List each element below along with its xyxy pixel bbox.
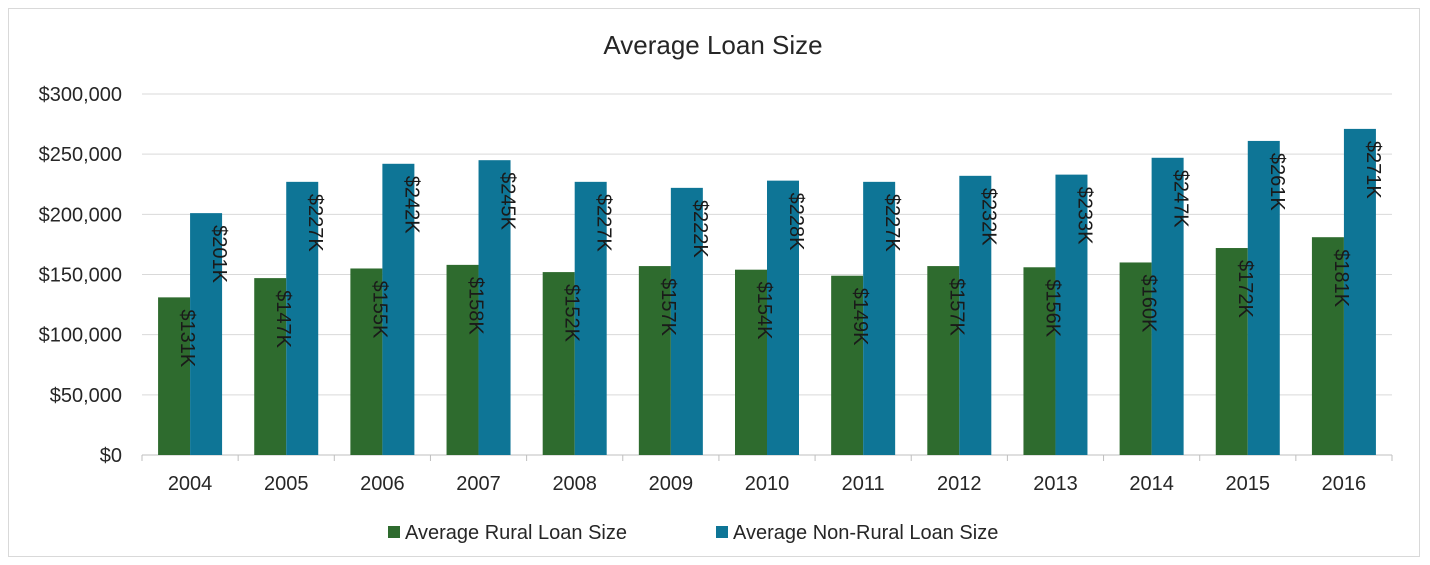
x-axis: 2004 2005 2006 2007 2008 2009 2010 2011 2012 2013… [141,454,1393,495]
bar-rural [831,275,864,455]
data-label: $158K [465,277,487,335]
bar-rural [638,266,671,455]
bar-non-rural [286,181,319,456]
bar-non-rural [1151,157,1184,455]
legend-swatch-non-rural [716,526,728,538]
bar-non-rural [670,187,703,456]
legend-swatch-rural [388,526,400,538]
data-label: $155K [368,280,390,338]
bar-non-rural [1247,140,1280,455]
data-label: $181K [1330,249,1352,307]
data-label: $160K [1138,274,1160,332]
bars [158,128,1376,456]
data-label: $201K [208,225,230,283]
bar-non-rural [382,163,415,455]
data-label: $147K [272,290,294,348]
x-tick-label: 2016 [1322,473,1367,495]
bar-non-rural [574,181,607,456]
data-label: $247K [1170,170,1192,228]
y-tick-label: $300,000 [39,84,122,106]
y-tick-label: $200,000 [39,204,122,226]
x-tick-label: 2010 [745,473,790,495]
legend: Average Rural Loan Size Average Non-Rura… [388,522,998,544]
y-tick-label: $0 [100,445,122,467]
x-tick-label: 2004 [168,473,213,495]
data-label: $157K [657,278,679,336]
data-label: $271K [1362,141,1384,199]
bar-rural [1311,237,1344,455]
data-label: $149K [849,288,871,346]
bar-rural [927,266,960,455]
data-label: $172K [1234,260,1256,318]
data-label: $222K [689,200,711,258]
data-label: $261K [1266,153,1288,211]
bar-rural [542,272,575,455]
data-label: $157K [945,278,967,336]
chart-frame [8,8,1420,557]
y-tick-label: $50,000 [50,385,122,407]
x-tick-label: 2013 [1033,473,1078,495]
x-tick-label: 2007 [456,473,501,495]
x-tick-label: 2006 [360,473,405,495]
data-label: $152K [561,284,583,342]
bar-non-rural [863,181,896,456]
x-tick-label: 2014 [1129,473,1174,495]
bar-non-rural [1055,174,1088,455]
bar-non-rural [190,213,223,455]
legend-label-rural: Average Rural Loan Size [405,522,627,544]
data-label: $227K [304,194,326,252]
x-tick-label: 2009 [649,473,694,495]
data-label: $227K [593,194,615,252]
x-tick-label: 2011 [842,473,885,495]
y-tick-label: $250,000 [39,144,122,166]
x-tick-label: 2008 [552,473,597,495]
bar-rural [1215,248,1248,455]
y-tick-label: $150,000 [39,265,122,287]
x-tick-label: 2005 [264,473,309,495]
bar-rural [1023,267,1056,455]
bar-non-rural [959,175,992,455]
bar-rural [1119,262,1152,455]
data-label: $245K [497,172,519,230]
bar-rural [735,269,767,455]
bar-non-rural [478,160,511,455]
bar-rural [446,264,479,455]
y-axis: $0 $50,000 $100,000 $150,000 $200,000 $250,00… [39,84,122,467]
gridlines [142,93,1392,396]
bar-non-rural [1343,128,1376,455]
data-label: $228K [785,193,807,251]
bar-rural [158,297,191,455]
data-label: $131K [176,309,198,367]
data-label: $154K [753,282,775,340]
bar-rural [350,268,383,455]
x-tick-label: 2012 [937,473,982,495]
bar-rural [254,278,287,455]
chart-title: Average Loan Size [603,30,822,60]
y-tick-label: $100,000 [39,325,122,347]
data-label: $227K [881,194,903,252]
data-label: $156K [1041,279,1063,337]
data-label: $242K [400,176,422,234]
bar-non-rural [767,180,799,455]
data-label: $233K [1073,187,1095,245]
x-tick-label: 2015 [1226,473,1271,495]
legend-label-non-rural: Average Non-Rural Loan Size [733,522,998,544]
data-labels: $131K $201K $147K $227K $155K $242K $158K $245K… [176,141,1384,368]
data-label: $232K [977,188,999,246]
